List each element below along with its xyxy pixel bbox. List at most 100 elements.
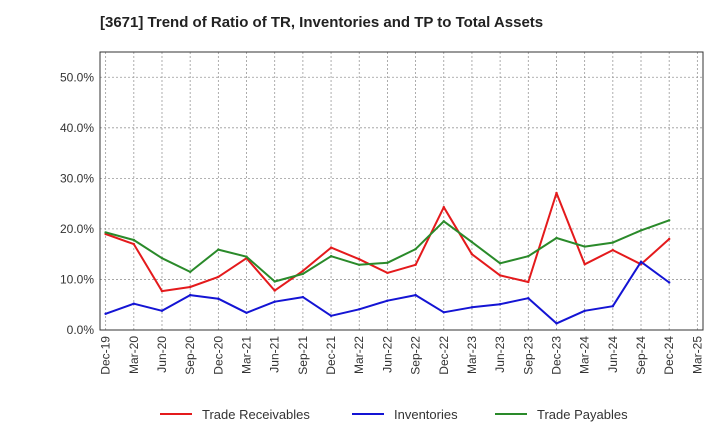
x-tick-label: Mar-23 (465, 336, 479, 374)
data-point-trade-receivables (358, 258, 361, 261)
data-point-trade-receivables (217, 275, 220, 279)
data-point-inventories (189, 293, 192, 297)
data-point-inventories (527, 297, 530, 300)
x-tick-label: Sep-23 (521, 336, 535, 375)
data-point-inventories (273, 300, 276, 303)
data-point-inventories (160, 309, 164, 312)
x-tick-label: Sep-24 (634, 336, 648, 375)
data-point-trade-receivables (611, 248, 614, 252)
data-point-trade-payables (386, 261, 389, 264)
y-tick-label: 30.0% (60, 171, 94, 185)
legend-item-inventories: Inventories (352, 407, 458, 422)
data-point-trade-receivables (329, 246, 333, 249)
x-tick-label: Jun-22 (380, 336, 394, 373)
data-point-inventories (611, 305, 614, 308)
x-tick-label: Jun-21 (268, 336, 282, 373)
data-point-trade-payables (104, 231, 107, 234)
data-point-inventories (245, 311, 248, 314)
legend-label: Trade Receivables (202, 407, 310, 422)
data-point-trade-payables (273, 280, 276, 283)
data-point-inventories (104, 312, 107, 315)
data-point-trade-payables (555, 236, 558, 240)
x-tick-label: Sep-22 (409, 336, 423, 375)
x-tick-label: Mar-25 (690, 336, 704, 374)
data-point-inventories (329, 314, 333, 317)
chart-title: [3671] Trend of Ratio of TR, Inventories… (100, 14, 544, 31)
data-point-inventories (470, 306, 474, 309)
series-lines (104, 191, 671, 325)
y-tick-label: 20.0% (60, 222, 94, 236)
data-point-trade-receivables (386, 271, 389, 275)
data-point-trade-receivables (160, 289, 164, 293)
x-tick-label: Dec-20 (211, 336, 225, 375)
data-point-trade-receivables (442, 206, 445, 209)
x-tick-label: Jun-23 (493, 336, 507, 373)
x-tick-label: Dec-22 (437, 336, 451, 375)
data-point-inventories (583, 309, 586, 312)
data-point-trade-payables (611, 241, 614, 244)
data-point-trade-payables (132, 238, 135, 242)
data-point-trade-payables (301, 272, 305, 276)
data-point-trade-payables (329, 255, 333, 258)
x-tick-label: Sep-20 (183, 336, 197, 375)
data-point-trade-payables (583, 245, 586, 248)
data-point-inventories (414, 293, 417, 297)
legend-label: Trade Payables (537, 407, 628, 422)
data-point-trade-payables (668, 219, 671, 222)
data-point-inventories (555, 322, 558, 325)
y-tick-label: 40.0% (60, 121, 94, 135)
data-point-trade-receivables (555, 191, 558, 195)
grid (100, 52, 703, 330)
y-tick-label: 50.0% (60, 70, 94, 84)
x-tick-label: Dec-24 (662, 336, 676, 375)
y-tick-label: 10.0% (60, 272, 94, 286)
x-tick-label: Dec-19 (99, 336, 113, 375)
x-tick-label: Jun-20 (155, 336, 169, 373)
data-point-trade-receivables (583, 263, 586, 266)
data-point-inventories (386, 299, 389, 302)
data-point-trade-payables (189, 270, 192, 274)
data-point-trade-payables (414, 247, 417, 251)
data-point-inventories (358, 308, 361, 311)
y-axis-ticks: 0.0% 10.0% 20.0% 30.0% 40.0% 50.0% (60, 70, 94, 337)
data-point-trade-receivables (527, 280, 530, 284)
data-point-trade-payables (498, 262, 502, 265)
data-point-inventories (639, 260, 643, 263)
data-point-trade-payables (527, 255, 530, 258)
data-point-trade-receivables (470, 253, 474, 256)
data-point-inventories (301, 295, 305, 299)
x-axis-ticks: Dec-19 Mar-20 Jun-20 Sep-20 Dec-20 Mar-21 Jun-… (99, 336, 705, 375)
data-point-trade-receivables (301, 269, 305, 273)
data-point-trade-payables (442, 220, 445, 223)
legend: Trade Receivables Inventories Trade Payabl… (160, 407, 628, 422)
data-point-inventories (668, 281, 671, 284)
data-point-trade-payables (160, 257, 164, 260)
data-point-inventories (132, 302, 135, 305)
data-point-trade-receivables (132, 242, 135, 246)
x-tick-label: Mar-21 (240, 336, 254, 374)
data-point-trade-payables (245, 255, 248, 258)
data-point-trade-receivables (414, 263, 417, 266)
data-point-trade-receivables (273, 289, 276, 292)
data-point-trade-payables (358, 263, 361, 266)
legend-item-trade-payables: Trade Payables (495, 407, 628, 422)
data-point-trade-receivables (498, 274, 502, 277)
legend-item-trade-receivables: Trade Receivables (160, 407, 310, 422)
data-point-inventories (217, 297, 220, 300)
data-point-trade-receivables (189, 285, 192, 289)
data-point-inventories (442, 311, 445, 314)
y-tick-label: 0.0% (67, 323, 95, 337)
x-tick-label: Dec-21 (324, 336, 338, 375)
x-tick-label: Dec-23 (549, 336, 563, 375)
x-tick-label: Mar-22 (352, 336, 366, 374)
data-point-trade-payables (217, 248, 220, 251)
plot-frame (99, 51, 704, 331)
x-tick-label: Jun-24 (606, 336, 620, 373)
data-point-trade-payables (639, 229, 643, 232)
data-point-trade-payables (470, 240, 474, 244)
data-point-trade-receivables (668, 237, 671, 241)
x-tick-label: Mar-20 (127, 336, 141, 374)
data-point-inventories (498, 303, 502, 306)
x-tick-label: Sep-21 (296, 336, 310, 375)
